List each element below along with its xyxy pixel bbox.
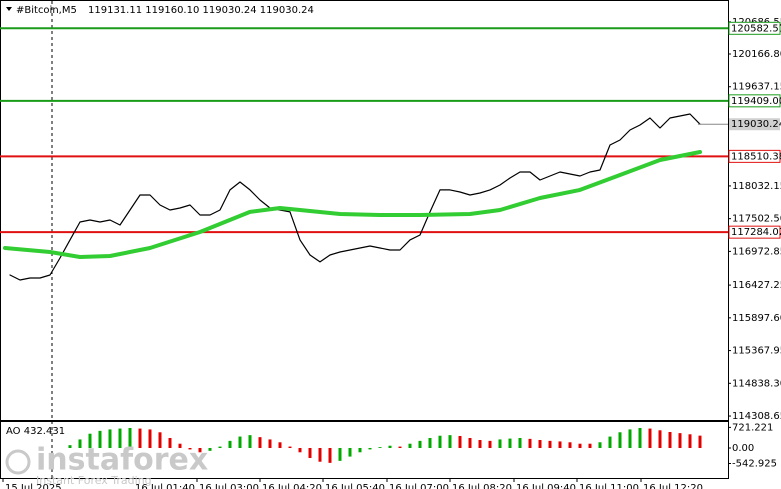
indicator-y-tick-label: 0.00 — [732, 443, 754, 454]
ohlc: 119131.11 119160.10 119030.24 119030.24 — [88, 5, 314, 16]
price-line — [9, 113, 701, 281]
indicator-panel — [0, 421, 729, 479]
x-tick-label: 16 Jul 07:00 — [389, 483, 449, 489]
y-tick-label: 114308.65 — [732, 411, 781, 422]
x-tick-label: 16 Jul 03:00 — [199, 483, 259, 489]
x-tick-label: 15 Jul 2025 — [5, 483, 62, 489]
plot-layer: 120686.55120166.80119637.15118032.151175… — [0, 17, 781, 489]
x-tick-label: 16 Jul 11:00 — [579, 483, 639, 489]
watermark-tagline: Instant Forex Trading — [36, 474, 152, 487]
symbol: #Bitcoin,M5 — [16, 5, 77, 16]
level-label-box — [728, 21, 781, 35]
level-label: 119409.00 — [731, 96, 781, 107]
menu-arrow — [6, 7, 12, 11]
level-label-box — [728, 225, 781, 239]
y-tick-label: 114838.30 — [732, 378, 781, 389]
y-tick-label: 116427.25 — [732, 280, 781, 291]
y-tick-label: 119637.15 — [732, 82, 781, 93]
y-tick-label: 115897.60 — [732, 313, 781, 324]
level-label-box — [728, 149, 781, 163]
x-tick-label: 16 Jul 05:40 — [325, 483, 385, 489]
y-tick-label: 116972.85 — [732, 246, 781, 257]
x-tick-label: 16 Jul 12:20 — [643, 483, 703, 489]
level-label: 118510.38 — [731, 151, 781, 162]
y-tick-label: 118032.15 — [732, 181, 781, 192]
x-tick-label: 16 Jul 08:20 — [452, 483, 512, 489]
last-price-label: 119030.24 — [731, 119, 781, 130]
watermark-name: instaforex — [36, 443, 208, 478]
level-label: 120582.51 — [731, 23, 781, 34]
main-panel — [0, 0, 729, 421]
x-tick-label: 16 Jul 09:40 — [516, 483, 576, 489]
y-tick-label: 120166.80 — [732, 49, 781, 60]
logo-icon — [5, 449, 31, 475]
indicator-y-tick-label: 721.221 — [732, 422, 773, 433]
indicator-title: AO 432.431 — [6, 426, 65, 437]
x-tick-label: 16 Jul 04:20 — [262, 483, 322, 489]
y-tick-label: 115367.95 — [732, 346, 781, 357]
x-tick-label: 16 Jul 01:40 — [135, 483, 195, 489]
y-tick-label: 117502.50 — [732, 214, 781, 225]
indicator-y-tick-label: -542.925 — [732, 459, 777, 470]
level-label-box — [728, 94, 781, 108]
last-price-box — [729, 118, 780, 131]
level-label: 117284.02 — [731, 227, 781, 238]
moving-average — [3, 150, 702, 259]
watermark: instaforex Instant Forex Trading — [5, 443, 208, 487]
